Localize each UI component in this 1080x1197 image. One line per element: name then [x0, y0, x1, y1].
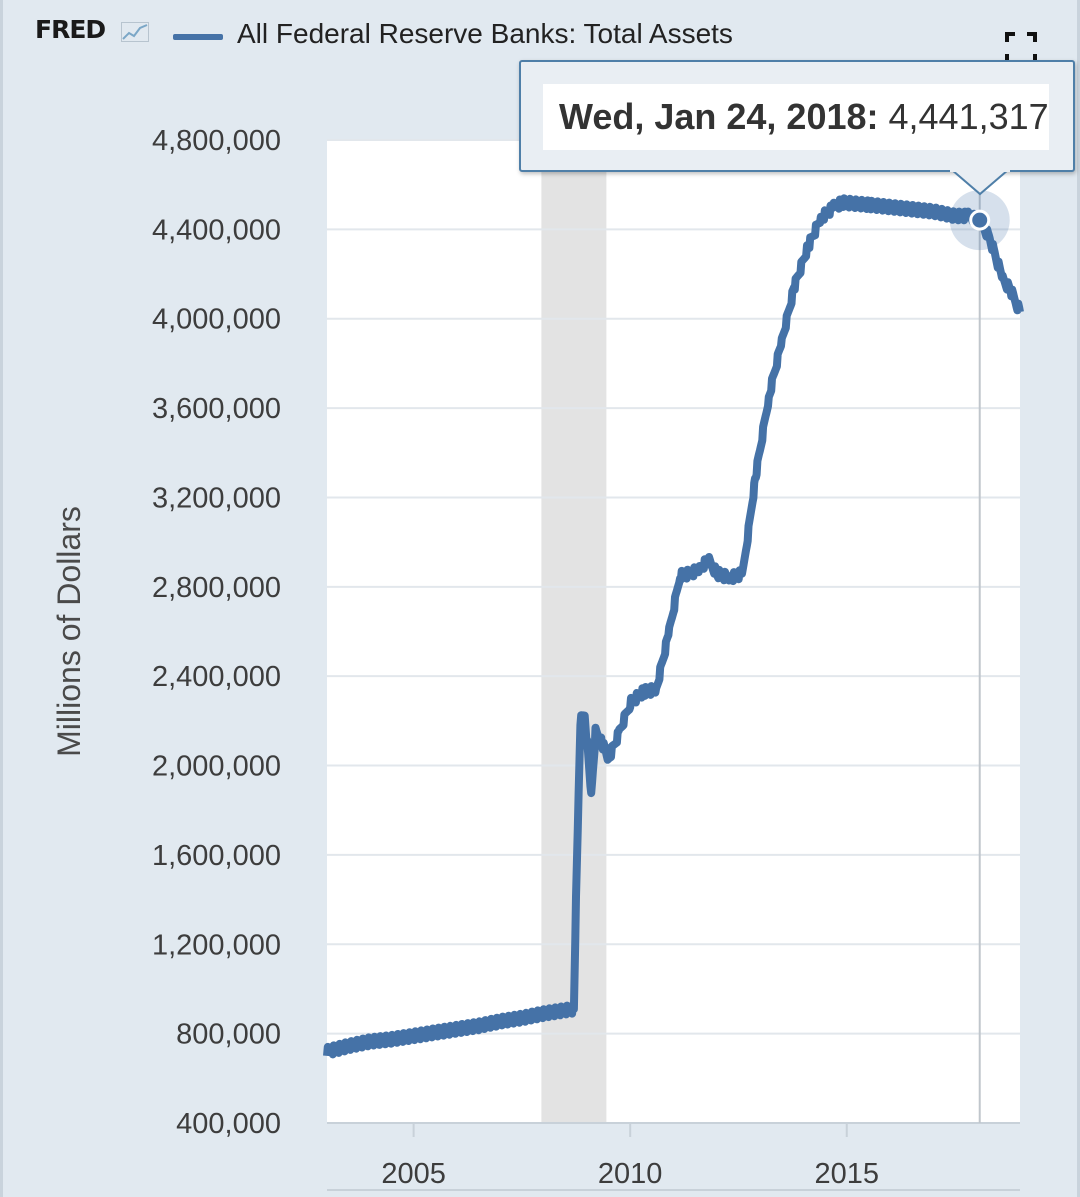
tooltip-content: Wed, Jan 24, 2018: 4,441,317 [543, 84, 1049, 150]
tooltip-date: Wed, Jan 24, 2018: [559, 96, 879, 137]
x-tick-label: 2005 [381, 1158, 446, 1190]
chart-plot[interactable]: 400,000 800,000 1,200,000 1,600,000 2,000,00… [3, 0, 1077, 1197]
y-tick-label: 4,000,000 [152, 304, 281, 336]
y-tick-label: 400,000 [176, 1108, 281, 1140]
tooltip-value: 4,441,317 [888, 96, 1049, 137]
tooltip-pointer [949, 170, 1010, 196]
legend-label: All Federal Reserve Banks: Total Assets [237, 18, 733, 49]
x-tick-label: 2015 [814, 1158, 879, 1190]
fred-logo[interactable]: FRED [35, 15, 106, 44]
y-axis-title: Millions of Dollars [51, 506, 87, 757]
fullscreen-icon[interactable] [1003, 30, 1039, 66]
series-line-total-assets[interactable] [323, 194, 1024, 1059]
y-tick-label: 2,400,000 [152, 661, 281, 693]
tooltip: Wed, Jan 24, 2018: 4,441,317 [519, 60, 1075, 172]
legend-swatch [173, 34, 223, 40]
y-tick-label: 2,000,000 [152, 751, 281, 783]
y-tick-label: 1,600,000 [152, 840, 281, 872]
y-tick-label: 3,200,000 [152, 482, 281, 514]
y-tick-label: 800,000 [176, 1019, 281, 1051]
y-tick-label: 2,800,000 [152, 572, 281, 604]
y-tick-label: 1,200,000 [152, 929, 281, 961]
x-tick-label: 2010 [598, 1158, 663, 1190]
y-tick-label: 4,800,000 [152, 125, 281, 157]
plot-background [327, 140, 1020, 1123]
fred-logo-graph-icon [121, 22, 149, 42]
y-tick-label: 3,600,000 [152, 393, 281, 425]
y-tick-label: 4,400,000 [152, 214, 281, 246]
chart-header: FRED All Federal Reserve Banks: Total As… [3, 0, 1077, 70]
highlight-marker[interactable] [969, 209, 991, 231]
